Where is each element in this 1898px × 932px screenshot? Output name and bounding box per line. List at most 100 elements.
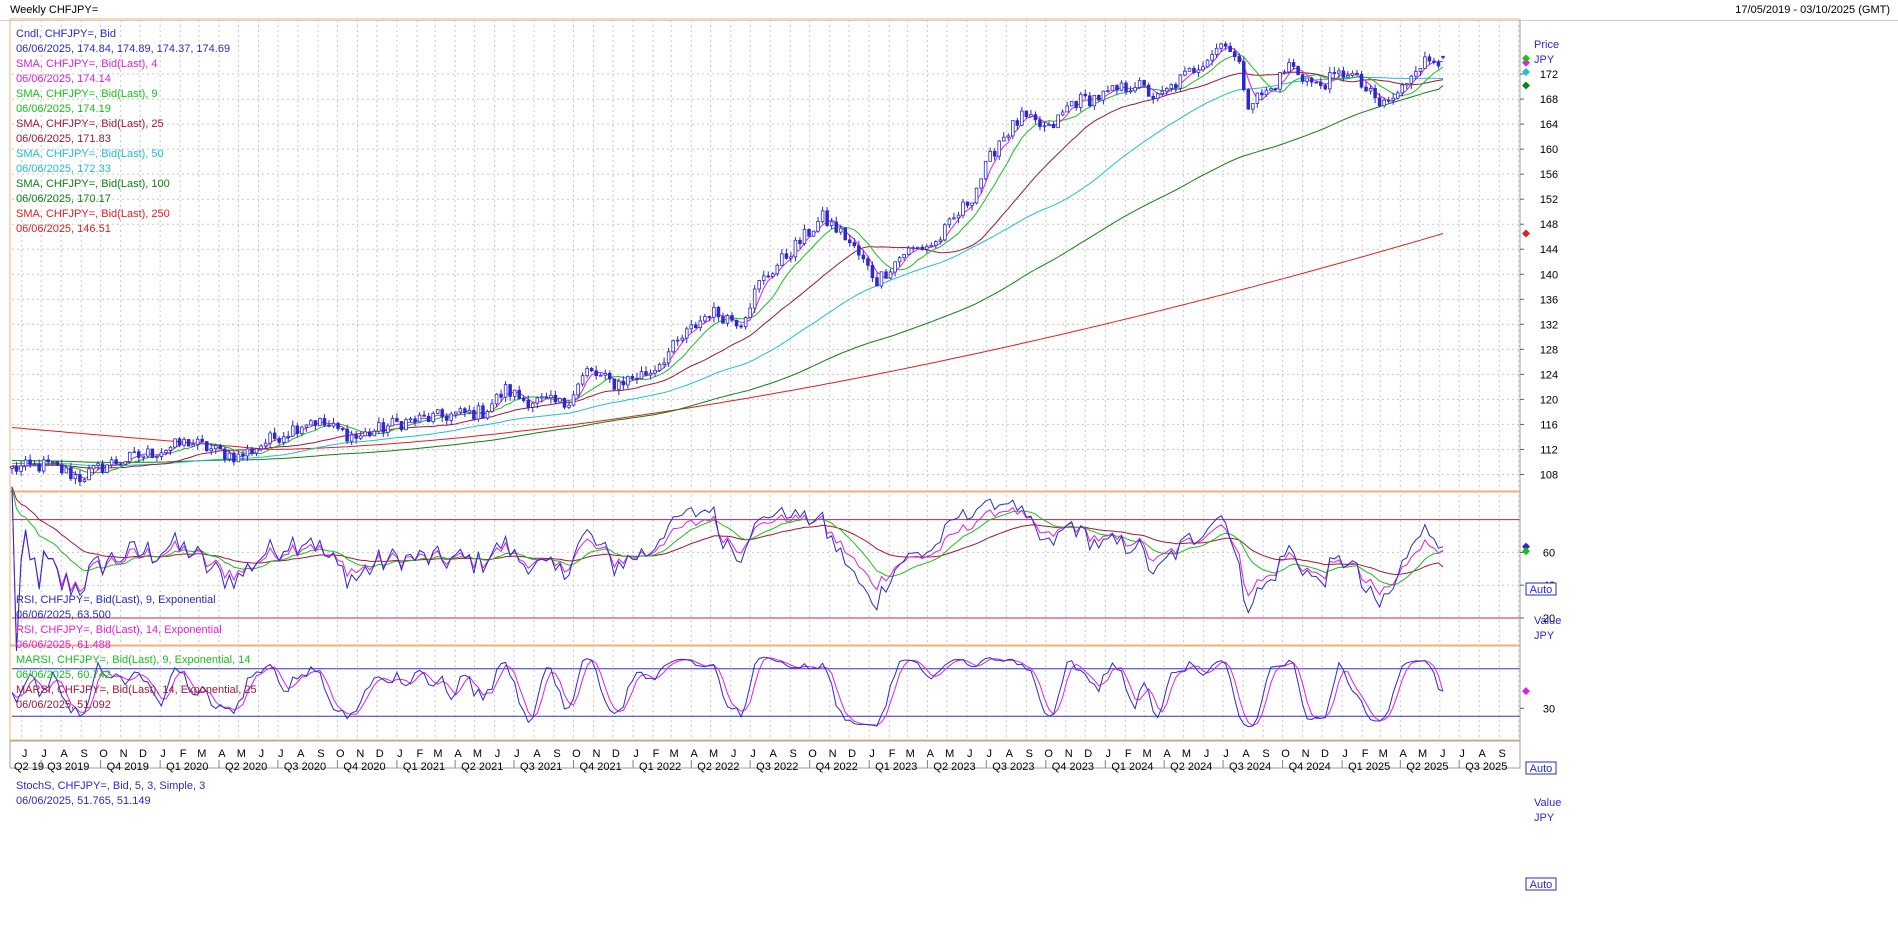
month-tick-label: J: [278, 748, 284, 760]
price-legend-label: SMA, CHFJPY=, Bid(Last), 25: [16, 118, 164, 130]
month-tick-label: J: [41, 748, 47, 760]
candle: [1237, 56, 1241, 63]
candle: [87, 468, 91, 481]
chart-title: Weekly CHFJPY=: [10, 4, 99, 16]
price-tick-label: 156: [1540, 169, 1558, 181]
candle: [517, 389, 521, 399]
candle: [69, 467, 73, 480]
candle: [1296, 66, 1300, 76]
candle: [232, 452, 236, 463]
stoch-legend-label: StochS, CHFJPY=, Bid, 5, 3, Simple, 3: [16, 780, 205, 792]
month-tick-label: J: [869, 748, 875, 760]
quarter-label: Q3 2024: [1229, 761, 1271, 773]
candle: [1183, 70, 1187, 76]
candle: [118, 463, 123, 466]
candle: [1400, 84, 1405, 94]
candle: [1051, 124, 1056, 129]
stoch-auto-button[interactable]: Auto: [1525, 877, 1557, 891]
candle: [829, 221, 834, 226]
quarter-label: Q4 2022: [816, 761, 858, 773]
month-tick-label: O: [808, 748, 817, 760]
candle: [630, 376, 635, 379]
candle: [1205, 59, 1210, 68]
candle: [680, 337, 684, 341]
candle: [1146, 84, 1151, 97]
candle: [32, 463, 37, 466]
candle: [1414, 71, 1418, 77]
candle: [1165, 88, 1169, 92]
candle: [1309, 77, 1314, 83]
candle: [499, 393, 503, 398]
price-legend-label: SMA, CHFJPY=, Bid(Last), 100: [16, 178, 170, 190]
candle: [327, 424, 331, 427]
candle: [322, 418, 327, 426]
price-legend-value: 06/06/2025, 174.84, 174.89, 174.37, 174.…: [16, 43, 230, 55]
sma-250-marker: [1522, 229, 1530, 238]
price-tick-label: 136: [1540, 294, 1558, 306]
candle: [78, 474, 82, 483]
rsi-auto-button[interactable]: Auto: [1525, 761, 1557, 775]
candle: [435, 409, 440, 414]
price-auto-button[interactable]: Auto: [1525, 582, 1557, 596]
price-tick-label: 144: [1540, 244, 1558, 256]
candle: [431, 412, 435, 423]
candle: [1246, 89, 1251, 110]
stoch-legend-value: 06/06/2025, 51.765, 51.149: [16, 795, 151, 807]
candle: [1341, 70, 1346, 78]
price-axis-title: Price: [1534, 39, 1559, 51]
quarter-label: Q4 2019: [107, 761, 149, 773]
sma-4-line: [11, 46, 1444, 480]
rsi-legend-label: RSI, CHFJPY=, Bid(Last), 9, Exponential: [16, 594, 216, 606]
quarter-label: Q2 2025: [1406, 761, 1448, 773]
candle: [793, 239, 798, 258]
candle: [798, 239, 802, 244]
candle: [965, 201, 970, 206]
price-legend-value: 06/06/2025, 174.14: [16, 73, 111, 85]
candle: [381, 422, 386, 433]
stoch-axis-unit: JPY: [1534, 812, 1555, 824]
month-tick-label: M: [670, 748, 679, 760]
candle: [1020, 110, 1024, 126]
month-tick-label: S: [80, 748, 87, 760]
candle: [1314, 81, 1318, 84]
candle: [512, 389, 517, 397]
candle: [1060, 111, 1065, 116]
month-tick-label: J: [1223, 748, 1229, 760]
candle: [1001, 136, 1006, 142]
month-tick-label: A: [691, 748, 699, 760]
candle: [838, 227, 843, 233]
candle: [73, 474, 78, 480]
candle: [1155, 93, 1160, 100]
month-tick-label: J: [1342, 748, 1348, 760]
candle: [739, 325, 743, 328]
candle: [508, 384, 512, 397]
time-axis-border: [9, 740, 1521, 769]
candle: [906, 247, 911, 255]
rsi-9-line: [11, 486, 1444, 651]
candle: [657, 363, 662, 371]
month-tick-label: O: [1281, 748, 1290, 760]
candles: [10, 41, 1445, 486]
candle: [1210, 54, 1214, 61]
candle: [920, 246, 924, 250]
month-tick-label: A: [454, 748, 462, 760]
candle: [109, 459, 114, 466]
month-tick-label: N: [1065, 748, 1073, 760]
candle: [141, 455, 146, 458]
candle: [295, 425, 300, 435]
candle: [236, 453, 241, 463]
price-axis-unit: JPY: [1534, 54, 1555, 66]
sma-9-marker: [1522, 54, 1530, 63]
candle: [259, 445, 263, 450]
candle: [218, 445, 223, 450]
month-tick-label: J: [22, 748, 28, 760]
candle: [1427, 56, 1432, 62]
candle: [594, 370, 598, 376]
candle: [55, 461, 60, 466]
price-tick-label: 160: [1540, 144, 1558, 156]
month-tick-label: J: [514, 748, 520, 760]
candle: [268, 432, 272, 444]
candle: [227, 452, 232, 460]
candle: [168, 446, 173, 451]
